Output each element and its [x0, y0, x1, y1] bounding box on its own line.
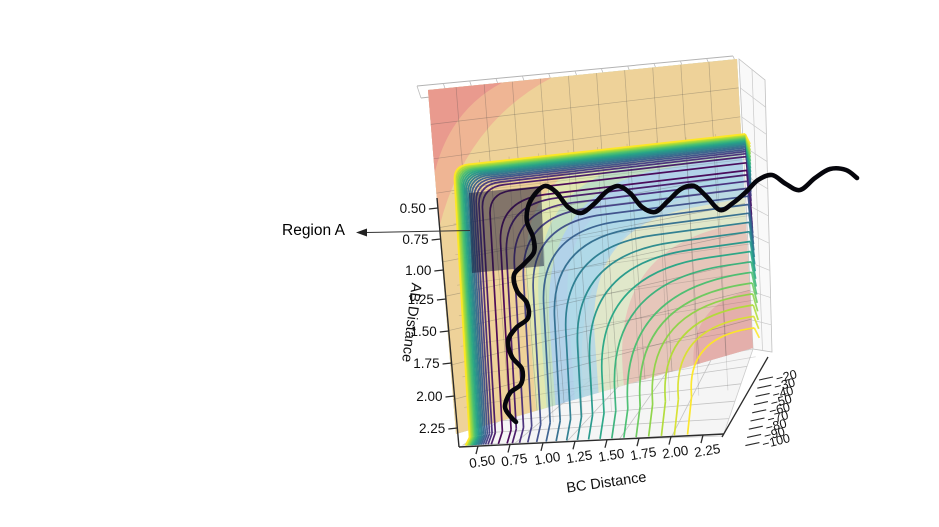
x-axis-title: BC Distance [565, 470, 647, 497]
y-tick-label: 2.00 [416, 389, 442, 404]
z-tick-label: −90 [762, 425, 786, 444]
x-tick-label: 0.75 [500, 451, 528, 470]
region-a-annotation-label: Region A [282, 222, 345, 239]
x-tick-label: 1.50 [597, 446, 625, 465]
x-tick-label: 0.50 [468, 452, 496, 471]
region-a-highlight-box [469, 186, 544, 273]
y-tick-label: 2.25 [419, 421, 445, 436]
z-tick-label: −70 [766, 408, 790, 427]
x-tick-label: 2.25 [693, 441, 721, 460]
contour-line-drapes [464, 133, 761, 446]
annotation-arrow [356, 228, 471, 237]
z-tick-label: −40 [771, 384, 795, 403]
y-tick-label: 0.75 [402, 232, 428, 247]
z-tick-label: −100 [761, 431, 792, 451]
y-tick-label: 1.75 [413, 356, 439, 371]
x-tick-label: 2.00 [661, 443, 689, 462]
x-tick-label: 1.25 [565, 447, 593, 466]
y-tick-label: 1.50 [410, 324, 436, 339]
x-tick-label: 1.00 [533, 449, 561, 468]
z-tick-label: −30 [773, 375, 797, 394]
z-tick-label: −20 [774, 367, 798, 386]
z-tick-label: −80 [764, 416, 788, 435]
y-tick-label: 1.25 [408, 292, 434, 307]
y-tick-label: 1.00 [405, 263, 431, 278]
trajectory-line [502, 166, 860, 425]
axes: BC Distance AB Distance 0.500.751.001.25… [398, 197, 798, 497]
z-tick-label: −50 [769, 392, 793, 411]
x-tick-label: 1.75 [629, 444, 657, 463]
y-tick-label: 0.50 [400, 201, 426, 216]
z-tick-label: −60 [768, 400, 792, 419]
